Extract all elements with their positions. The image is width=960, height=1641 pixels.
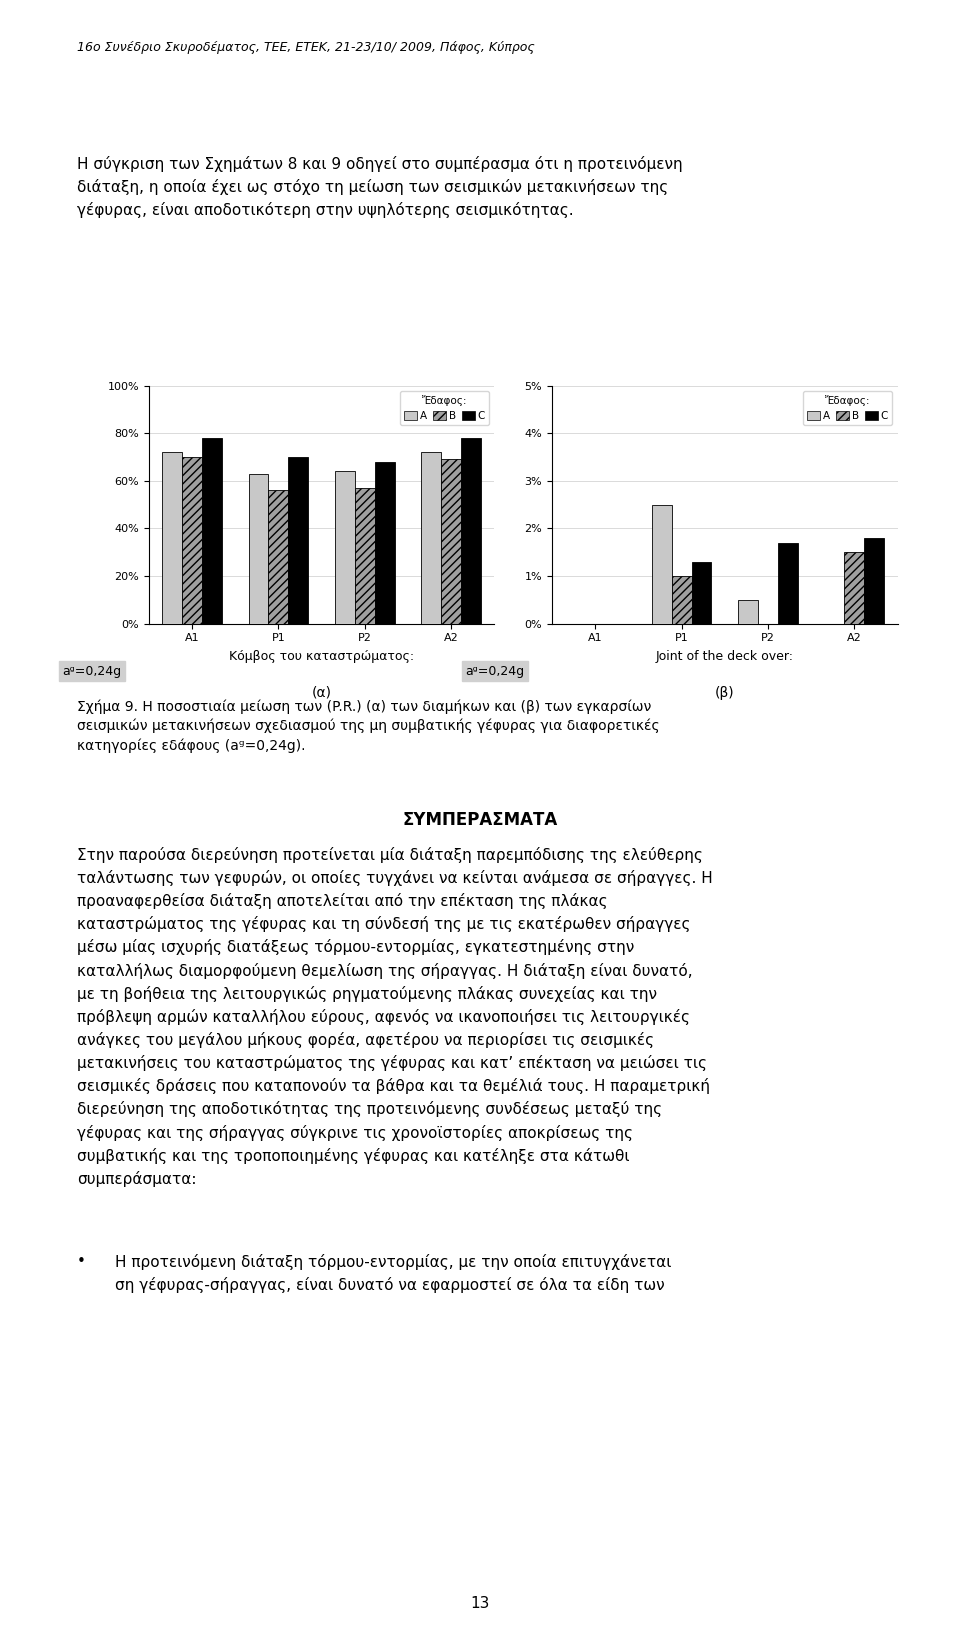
Text: (β): (β) bbox=[715, 686, 734, 701]
Bar bbox=[691, 561, 711, 624]
Bar bbox=[442, 459, 461, 624]
Bar bbox=[182, 456, 202, 624]
Bar bbox=[355, 487, 374, 624]
Bar bbox=[672, 576, 691, 624]
Text: (α): (α) bbox=[312, 686, 331, 701]
Text: ΣΥΜΠΕΡΑΣΜΑΤΑ: ΣΥΜΠΕΡΑΣΜΑΤΑ bbox=[402, 811, 558, 829]
Bar bbox=[202, 438, 222, 624]
Text: 13: 13 bbox=[470, 1597, 490, 1611]
Legend: A, B, C: A, B, C bbox=[804, 391, 893, 425]
Bar bbox=[864, 538, 884, 624]
Text: Κόμβος του καταστρώματος:: Κόμβος του καταστρώματος: bbox=[229, 650, 414, 663]
Bar bbox=[249, 474, 269, 624]
Bar bbox=[652, 505, 672, 624]
Text: Στην παρούσα διερεύνηση προτείνεται μία διάταξη παρεμπόδισης της ελεύθερης
ταλάν: Στην παρούσα διερεύνηση προτείνεται μία … bbox=[77, 847, 712, 1186]
Text: 16ο Συνέδριο Σκυροδέματος, ΤΕΕ, ΕΤΕΚ, 21-23/10/ 2009, Πάφος, Κύπρος: 16ο Συνέδριο Σκυροδέματος, ΤΕΕ, ΕΤΕΚ, 21… bbox=[77, 41, 535, 54]
Bar bbox=[288, 456, 308, 624]
Text: Η προτεινόμενη διάταξη τόρμου-εντορμίας, με την οποία επιτυγχάνεται
ση γέφυρας-σ: Η προτεινόμενη διάταξη τόρμου-εντορμίας,… bbox=[115, 1254, 672, 1293]
Text: Η σύγκριση των Σχημάτων 8 και 9 οδηγεί στο συμπέρασμα ότι η προτεινόμενη
διάταξη: Η σύγκριση των Σχημάτων 8 και 9 οδηγεί σ… bbox=[77, 156, 683, 218]
Bar bbox=[269, 491, 288, 624]
Bar bbox=[374, 461, 395, 624]
Bar bbox=[335, 471, 355, 624]
Bar bbox=[738, 599, 758, 624]
Text: aᵍ=0,24g: aᵍ=0,24g bbox=[466, 665, 525, 678]
Bar bbox=[845, 551, 864, 624]
Legend: A, B, C: A, B, C bbox=[400, 391, 490, 425]
Text: aᵍ=0,24g: aᵍ=0,24g bbox=[62, 665, 122, 678]
Bar bbox=[778, 543, 798, 624]
Bar bbox=[461, 438, 481, 624]
Text: Joint of the deck over:: Joint of the deck over: bbox=[656, 650, 794, 663]
Bar bbox=[421, 453, 442, 624]
Text: Σχήμα 9. Η ποσοστιαία μείωση των (P.R.) (α) των διαμήκων και (β) των εγκαρσίων
σ: Σχήμα 9. Η ποσοστιαία μείωση των (P.R.) … bbox=[77, 699, 660, 753]
Text: •: • bbox=[77, 1254, 85, 1268]
Bar bbox=[162, 453, 182, 624]
